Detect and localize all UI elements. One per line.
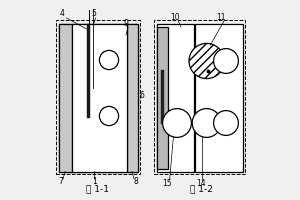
Text: 4: 4 xyxy=(59,9,64,19)
Bar xyxy=(127,24,138,172)
Bar xyxy=(195,24,243,172)
Bar xyxy=(157,24,194,172)
Bar xyxy=(56,20,140,174)
Text: 7: 7 xyxy=(58,178,63,186)
Text: 9: 9 xyxy=(124,20,128,28)
Bar xyxy=(154,20,245,174)
Text: 15: 15 xyxy=(162,178,172,188)
Text: 图 1-1: 图 1-1 xyxy=(85,184,109,194)
Circle shape xyxy=(99,106,119,126)
Bar xyxy=(72,24,127,172)
Bar xyxy=(59,24,138,172)
Text: 图 1-2: 图 1-2 xyxy=(190,184,212,194)
Circle shape xyxy=(192,109,221,137)
Bar xyxy=(87,24,90,118)
Bar xyxy=(161,70,164,124)
Bar xyxy=(59,24,72,172)
Circle shape xyxy=(99,50,119,70)
Text: 5: 5 xyxy=(91,9,96,19)
Circle shape xyxy=(189,43,224,79)
Text: 6: 6 xyxy=(140,92,144,100)
Circle shape xyxy=(214,49,239,73)
Text: 8: 8 xyxy=(134,178,138,186)
Bar xyxy=(157,27,168,169)
Text: 10: 10 xyxy=(170,14,180,22)
Text: 14: 14 xyxy=(196,178,206,188)
Text: 1: 1 xyxy=(93,178,98,186)
Text: 11: 11 xyxy=(216,14,226,22)
Circle shape xyxy=(163,109,191,137)
Circle shape xyxy=(214,111,239,135)
